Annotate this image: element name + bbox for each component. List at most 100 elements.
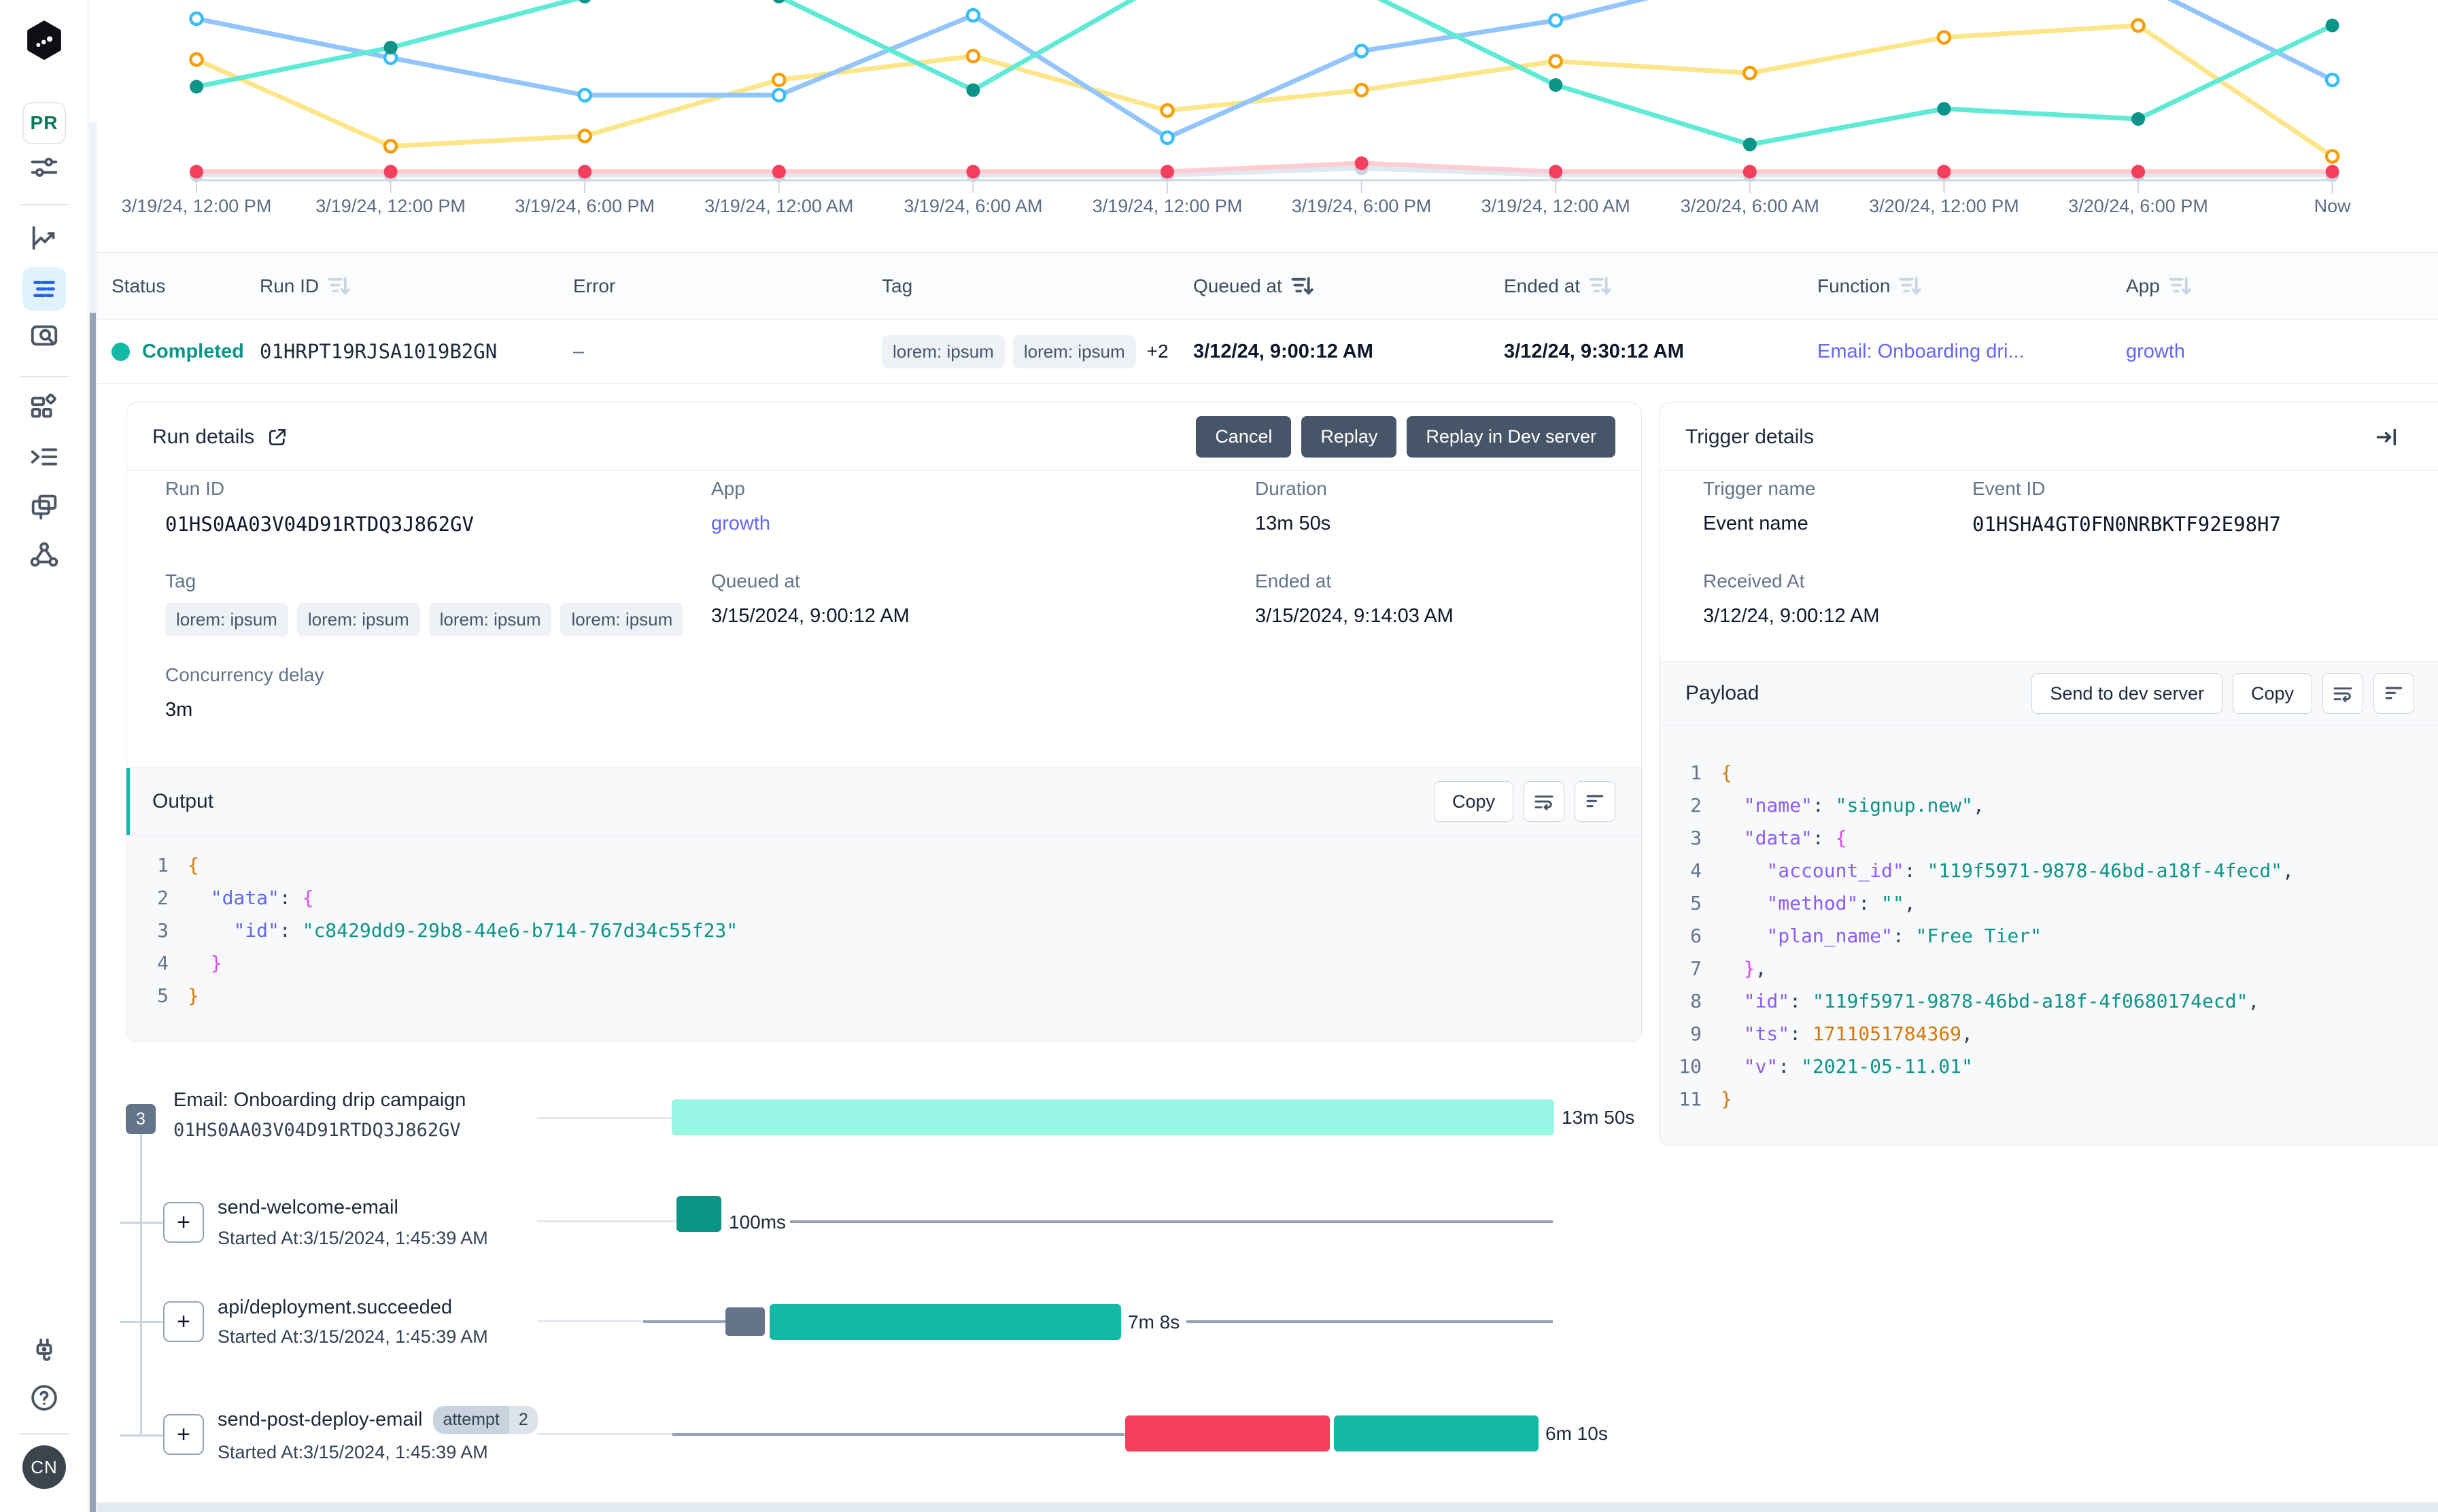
col-app[interactable]: App [2126,275,2438,297]
sidebar-item-help[interactable] [0,1381,88,1414]
step-duration-bar[interactable] [676,1196,721,1232]
cancel-button[interactable]: Cancel [1196,416,1292,458]
run-duration-bar[interactable] [672,1099,1554,1135]
chart-point-blue[interactable] [577,88,592,103]
sidebar-item-runs[interactable] [22,267,66,311]
word-wrap-button[interactable] [2322,673,2363,714]
chart-point-red[interactable] [383,165,398,179]
chart-point-teal[interactable] [966,83,980,97]
format-button[interactable] [1575,781,1615,822]
app-link[interactable]: growth [2126,340,2186,362]
chart-point-blue[interactable] [189,11,204,27]
sidebar-item-dev-server[interactable] [0,1336,88,1369]
external-link-icon[interactable] [267,426,288,448]
step-failed-bar[interactable] [1125,1415,1330,1451]
step-title[interactable]: send-welcome-email [218,1197,398,1218]
collapse-panel-icon[interactable] [2375,425,2399,449]
col-error[interactable]: Error [573,275,616,296]
chart-point-teal[interactable] [1549,78,1563,92]
sort-icon[interactable] [1898,275,1923,297]
sidebar-item-apps[interactable] [0,392,88,424]
col-function[interactable]: Function [1817,275,2126,297]
expand-step-button[interactable]: + [163,1202,204,1243]
chart-point-yellow[interactable] [2131,18,2146,33]
chart-point-red[interactable] [772,165,786,179]
replay-button[interactable]: Replay [1301,416,1397,458]
chart-point-red[interactable] [2325,165,2339,179]
chart-point-red[interactable] [190,165,203,179]
chart-point-teal[interactable] [1742,137,1757,152]
scrollbar[interactable] [89,122,97,1512]
word-wrap-button[interactable] [1524,781,1564,822]
chart-point-teal[interactable] [2131,112,2145,126]
tags-more[interactable]: +2 [1146,341,1169,362]
sort-icon-active[interactable] [1290,275,1315,297]
col-run-id[interactable]: Run ID [260,275,573,297]
step-duration-bar[interactable] [770,1304,1121,1340]
inngest-logo[interactable] [0,20,88,65]
environment-badge[interactable]: PR [22,102,66,144]
payload-code[interactable]: 1{2 "name": "signup.new", 3 "data": {4 "a… [1660,725,2438,1146]
expand-step-button[interactable]: + [163,1414,204,1455]
chart-point-red[interactable] [2131,165,2145,179]
replay-dev-server-button[interactable]: Replay in Dev server [1407,416,1615,458]
avatar[interactable]: CN [22,1445,66,1489]
chart-point-blue[interactable] [1548,13,1563,28]
chart-point-red[interactable] [1742,165,1757,179]
chart-point-yellow[interactable] [965,48,981,64]
timeline-run-title[interactable]: Email: Onboarding drip campaign [173,1089,466,1111]
step-delay-block[interactable] [725,1307,765,1336]
chart-point-teal[interactable] [2325,18,2339,33]
chart-point-yellow[interactable] [1160,103,1175,118]
chart-point-teal[interactable] [383,41,398,54]
sidebar-item-integrations[interactable] [0,539,88,572]
chart-point-yellow[interactable] [1742,65,1757,81]
chart-point-yellow[interactable] [1548,54,1563,69]
chart-point-yellow[interactable] [1936,30,1952,45]
col-ended-at[interactable]: Ended at [1504,275,1817,297]
copy-output-button[interactable]: Copy [1433,781,1513,822]
sidebar-item-metrics[interactable] [0,222,88,254]
sort-icon[interactable] [1588,275,1613,297]
scrollbar-thumb[interactable] [90,313,96,1512]
col-queued-at[interactable]: Queued at [1193,275,1504,297]
chart-point-red[interactable] [966,165,980,179]
step-title[interactable]: api/deployment.succeeded [218,1296,453,1318]
chart-point-red[interactable] [1549,165,1563,179]
chart-point-yellow[interactable] [772,72,787,88]
chart-point-yellow[interactable] [577,128,592,143]
col-status[interactable]: Status [111,275,166,296]
col-tag[interactable]: Tag [882,275,913,296]
chart-point-red[interactable] [578,165,592,179]
sort-icon[interactable] [327,275,351,297]
step-duration-bar[interactable] [1334,1415,1539,1451]
chart-point-red[interactable] [1937,165,1951,179]
chart-point-blue[interactable] [1354,44,1369,58]
chart-point-teal[interactable] [1937,102,1951,116]
chart-point-teal[interactable] [578,0,591,3]
chart-point-teal[interactable] [190,80,203,94]
chart-point-yellow[interactable] [383,139,398,154]
chart-point-teal[interactable] [772,0,786,3]
chart-point-yellow[interactable] [189,52,204,67]
chart-point-red[interactable] [1161,165,1174,179]
sidebar-item-events[interactable] [0,320,88,352]
chart-point-blue[interactable] [1160,130,1175,145]
function-link[interactable]: Email: Onboarding dri... [1817,340,2025,362]
output-code[interactable]: 1{2 "data": {3 "id": "c8429dd9-29b8-44e6… [126,836,1641,1041]
chart-point-blue[interactable] [965,7,981,23]
copy-payload-button[interactable]: Copy [2232,673,2312,714]
app-link[interactable]: growth [711,513,771,534]
step-title[interactable]: send-post-deploy-email attempt 2 [218,1406,538,1434]
chart-point-blue[interactable] [2324,72,2340,88]
chart-point-blue[interactable] [772,88,787,103]
run-row[interactable]: Completed 01HRPT19RJSA1019B2GN – lorem: … [89,320,2438,384]
send-to-dev-server-button[interactable]: Send to dev server [2031,673,2222,714]
sidebar-item-deploys[interactable] [0,489,88,522]
sort-icon[interactable] [2168,275,2193,297]
sidebar-item-filters[interactable] [0,151,88,184]
chart-point-red[interactable] [1354,156,1369,170]
chart-point-yellow[interactable] [1354,82,1369,98]
expand-step-button[interactable]: + [163,1301,204,1342]
format-button[interactable] [2373,673,2414,714]
